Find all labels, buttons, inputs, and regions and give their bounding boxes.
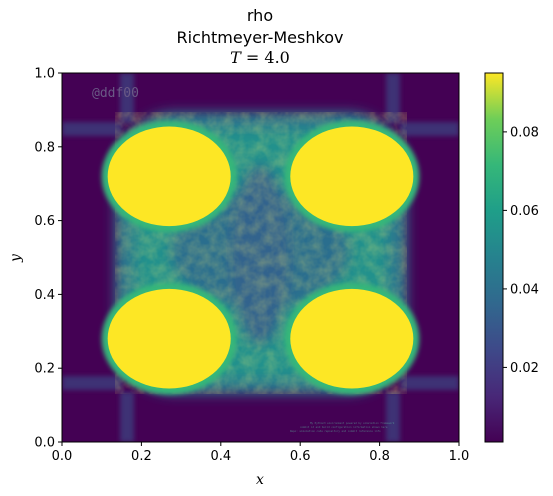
y-axis-ticks: 0.0 0.2 0.4 0.6 0.8 1.0 [34,67,62,451]
y-tick-label: 0.8 [34,140,55,155]
svg-text:Repo: simulation code reposito: Repo: simulation code repository and com… [290,429,381,433]
y-tick-label: 0.6 [34,214,55,229]
dense-blob [107,126,231,227]
colorbar: 0.02 0.04 0.06 0.08 [484,72,539,443]
chart-title: rho [246,6,274,25]
dense-blob [107,288,231,389]
x-tick-label: 0.8 [369,449,390,464]
x-axis-label: x [256,472,264,488]
x-tick-label: 0.6 [290,449,311,464]
x-tick-label: 0.0 [52,449,73,464]
x-tick-label: 0.4 [210,449,231,464]
edge-streaks [62,73,459,442]
time-equals: = [240,48,265,67]
colorbar-tick-label: 0.06 [510,204,539,219]
time-variable: T [230,48,241,67]
plot-frame [61,72,460,443]
y-tick-label: 0.2 [34,362,55,377]
y-tick-label: 1.0 [34,67,55,82]
y-tick-label: 0.4 [34,288,55,303]
colorbar-frame [484,72,504,443]
x-tick-label: 0.2 [131,449,152,464]
watermark: @ddf00 [92,86,139,101]
colorbar-tick-label: 0.02 [510,361,539,376]
dense-blobs [101,120,420,395]
colorbar-gradient [485,73,503,442]
dense-blob [290,126,414,227]
colorbar-tick-label: 0.04 [510,282,539,297]
y-axis-label: y [8,253,24,263]
chart-subtitle: Richtmeyer-Meshkov [176,28,344,47]
x-axis-ticks: 0.0 0.2 0.4 0.6 0.8 1.0 [52,442,470,464]
colorbar-ticks: 0.02 0.04 0.06 0.08 [503,125,539,376]
credit-text: My Python3 environment powered by simula… [290,421,395,433]
time-value: 4.0 [264,48,290,67]
svg-text:My Python3 environment powered: My Python3 environment powered by simula… [310,421,395,425]
dense-blob [290,288,414,389]
colorbar-tick-label: 0.08 [510,125,539,140]
chart-time-label: T = 4.0 [0,48,520,67]
svg-text:commit id and build configurat: commit id and build configuration inform… [300,425,388,429]
rho-heatmap: @ddf00 My Python3 environment powered by… [62,73,459,442]
y-tick-label: 0.0 [34,436,55,451]
x-tick-label: 1.0 [449,449,470,464]
